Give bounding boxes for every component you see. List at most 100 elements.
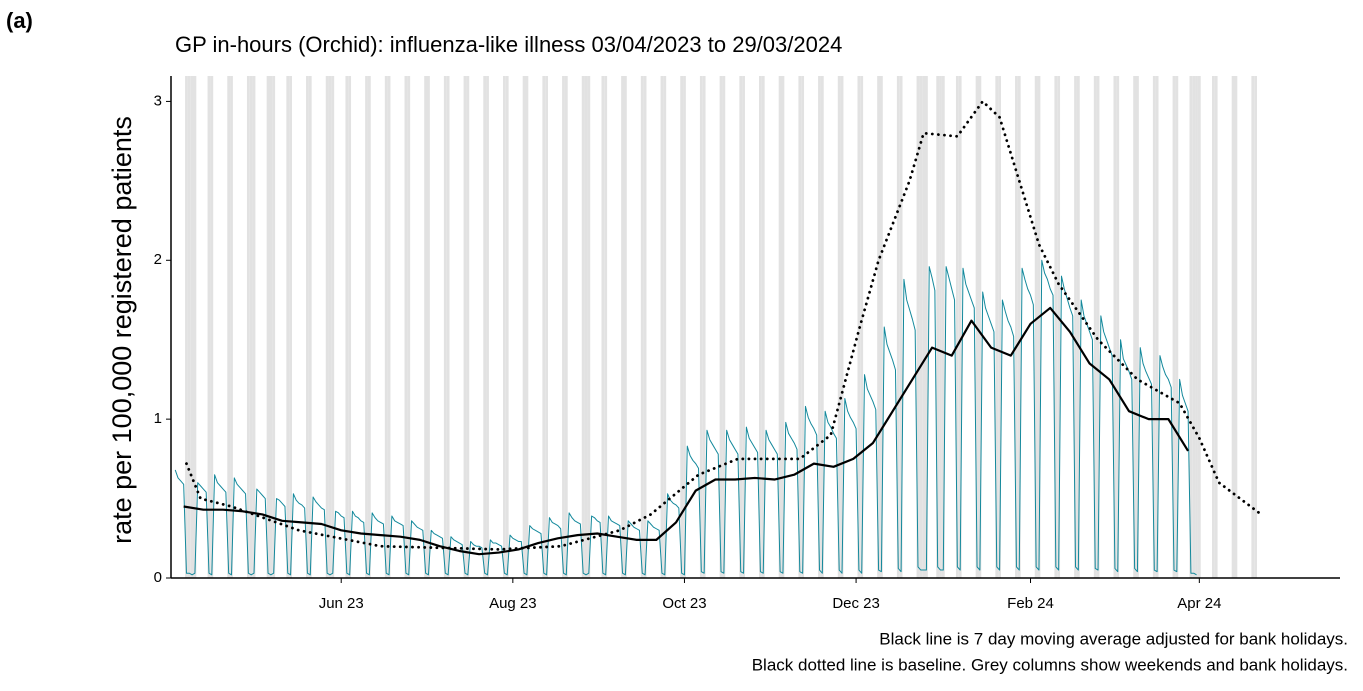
shaded-column	[564, 76, 568, 578]
shaded-column	[877, 76, 880, 578]
shaded-column	[1234, 76, 1238, 578]
shaded-column	[1113, 76, 1117, 578]
shaded-column	[249, 76, 253, 578]
shaded-column	[683, 76, 686, 578]
shaded-column	[742, 76, 745, 578]
shaded-column	[1175, 76, 1179, 578]
shaded-column	[545, 76, 549, 578]
shaded-column	[818, 76, 821, 578]
shaded-column	[604, 76, 608, 578]
x-tick-label: Apr 24	[1177, 595, 1221, 612]
y-tick-label: 3	[154, 92, 162, 109]
shaded-column	[325, 76, 329, 578]
shaded-column	[1197, 76, 1201, 578]
shaded-column	[1254, 76, 1258, 578]
shaded-column	[1189, 76, 1193, 578]
y-tick-label: 1	[154, 410, 162, 427]
shaded-column	[1192, 76, 1196, 578]
panel-label: (a)	[6, 8, 33, 33]
x-tick-label: Feb 24	[1007, 595, 1054, 612]
shaded-column	[230, 76, 233, 578]
shaded-column	[1251, 76, 1255, 578]
shaded-column	[958, 76, 962, 578]
shaded-column	[643, 76, 647, 578]
shaded-column	[483, 76, 487, 578]
shaded-column	[210, 76, 214, 578]
shaded-column	[1214, 76, 1218, 578]
shaded-column	[384, 76, 388, 578]
shaded-column	[522, 76, 526, 578]
shaded-column	[941, 76, 945, 578]
y-tick-label: 2	[154, 251, 162, 268]
shaded-column	[581, 76, 585, 578]
shaded-column	[562, 76, 565, 578]
shaded-column	[1136, 76, 1139, 578]
shaded-column	[936, 76, 940, 578]
shaded-column	[955, 76, 959, 578]
line-layer	[174, 100, 1263, 576]
shaded-column	[663, 76, 667, 578]
shaded-column	[427, 76, 430, 578]
shaded-column	[502, 76, 506, 578]
x-tick-label: Oct 23	[662, 595, 706, 612]
shaded-column	[1195, 76, 1198, 578]
shaded-column	[778, 76, 782, 578]
shaded-column	[995, 76, 999, 578]
shaded-column	[860, 76, 864, 578]
shaded-column	[680, 76, 684, 578]
shaded-column	[1076, 76, 1080, 578]
shaded-column	[998, 76, 1001, 578]
shaded-column	[306, 76, 309, 578]
shaded-column	[269, 76, 273, 578]
shaded-column	[1152, 76, 1156, 578]
shaded-column	[193, 76, 197, 578]
shaded-column	[640, 76, 644, 578]
line-series	[174, 259, 1197, 576]
shaded-column	[272, 76, 276, 578]
shaded-column	[207, 76, 211, 578]
shaded-column	[328, 76, 332, 578]
shaded-column	[879, 76, 883, 578]
shaded-column	[722, 76, 726, 578]
shaded-column	[1096, 76, 1100, 578]
shaded-column	[387, 76, 391, 578]
shaded-column	[404, 76, 408, 578]
shaded-column	[443, 76, 447, 578]
shaded-column	[978, 76, 982, 578]
shaded-column	[1116, 76, 1120, 578]
shaded-column	[525, 76, 529, 578]
note: Black dotted line is baseline. Grey colu…	[752, 655, 1348, 674]
shaded-column	[801, 76, 805, 578]
shaded-column	[486, 76, 489, 578]
y-tick-label: 0	[154, 569, 162, 586]
shaded-column	[1211, 76, 1215, 578]
shaded-column	[601, 76, 605, 578]
shaded-column	[1172, 76, 1176, 578]
chart-title: GP in-hours (Orchid): influenza-like ill…	[175, 32, 842, 57]
shaded-column	[925, 76, 928, 578]
note: Black line is 7 day moving average adjus…	[879, 629, 1348, 648]
shaded-column	[185, 76, 188, 578]
shaded-column	[286, 76, 290, 578]
shaded-column	[542, 76, 546, 578]
shaded-column	[1074, 76, 1077, 578]
shaded-column	[739, 76, 743, 578]
shaded-column	[190, 76, 194, 578]
shaded-column	[227, 76, 231, 578]
shaded-column	[916, 76, 920, 578]
shaded-column	[719, 76, 723, 578]
shaded-column	[367, 76, 371, 578]
shaded-column	[1015, 76, 1018, 578]
y-axis-label: rate per 100,000 registered patients	[107, 116, 137, 544]
shaded-column	[1034, 76, 1038, 578]
x-tick-label: Dec 23	[832, 595, 880, 612]
shaded-column	[587, 76, 591, 578]
shaded-column	[702, 76, 706, 578]
shaded-column	[365, 76, 368, 578]
shaded-column	[266, 76, 270, 578]
shaded-column	[699, 76, 703, 578]
shaded-column	[781, 76, 785, 578]
shaded-column	[623, 76, 627, 578]
